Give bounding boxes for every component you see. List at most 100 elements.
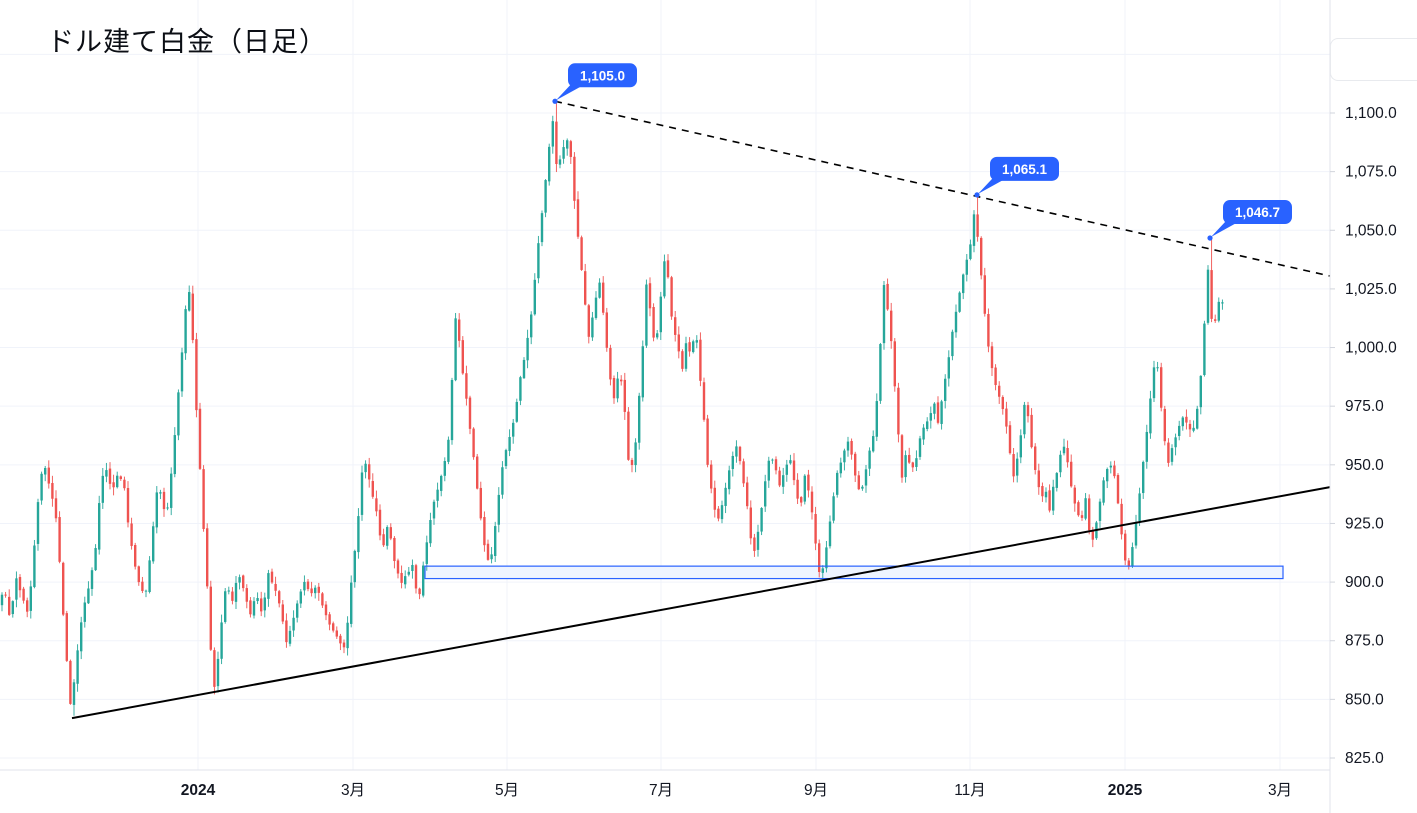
candle-body bbox=[850, 440, 853, 455]
candle-body bbox=[350, 582, 353, 624]
candle-body bbox=[677, 334, 680, 352]
candle-body bbox=[1026, 405, 1030, 417]
candle-body bbox=[713, 487, 716, 510]
candle-body bbox=[126, 488, 130, 523]
candle-body bbox=[299, 591, 302, 604]
candle-body bbox=[483, 517, 486, 546]
candle-body bbox=[40, 473, 43, 501]
candle-body bbox=[1149, 398, 1152, 434]
time-axis[interactable]: 2024 3月 5月 7月 9月 11月 2025 3月 bbox=[181, 782, 1292, 799]
candle-body bbox=[0, 594, 4, 606]
candle-body bbox=[648, 283, 652, 309]
trendline-ascending-support[interactable] bbox=[71, 486, 1331, 720]
candle-body bbox=[1037, 470, 1040, 488]
candle-body bbox=[897, 387, 900, 435]
x-axis-label: 11月 bbox=[954, 782, 986, 799]
candle-body bbox=[1178, 425, 1181, 436]
candle-body bbox=[1196, 408, 1199, 429]
candle-body bbox=[494, 526, 497, 557]
candle-body bbox=[1192, 427, 1195, 431]
candle-body bbox=[915, 458, 918, 467]
candle-body bbox=[195, 339, 198, 411]
candle-body bbox=[526, 337, 529, 361]
price-callout[interactable]: 1,065.1 bbox=[974, 156, 1059, 198]
callout-price-label: 1,046.7 bbox=[1235, 205, 1280, 220]
candle-body bbox=[785, 464, 788, 475]
candle-body bbox=[792, 460, 796, 481]
price-callout[interactable]: 1,105.0 bbox=[552, 63, 637, 104]
candle-body bbox=[612, 378, 616, 399]
candle-body bbox=[796, 479, 799, 499]
candle-body bbox=[728, 470, 731, 490]
candle-body bbox=[476, 456, 479, 489]
callout-box bbox=[1223, 200, 1292, 225]
candle-body bbox=[882, 285, 886, 344]
candle-body bbox=[80, 622, 83, 652]
price-callout[interactable]: 1,046.7 bbox=[1207, 200, 1292, 241]
y-axis-label: 925.0 bbox=[1345, 515, 1384, 532]
candle-body bbox=[1127, 560, 1130, 567]
y-axis-label: 1,100.0 bbox=[1345, 105, 1397, 122]
candle-body bbox=[270, 571, 274, 583]
candle-body bbox=[422, 565, 425, 596]
candle-body bbox=[170, 473, 173, 508]
candle-body bbox=[645, 284, 648, 346]
candle-body bbox=[695, 340, 698, 343]
candle-body bbox=[879, 344, 882, 401]
candle-body bbox=[760, 507, 763, 532]
candle-body bbox=[663, 261, 666, 297]
callout-box bbox=[990, 156, 1059, 181]
candle-body bbox=[1055, 473, 1058, 488]
candle-body bbox=[868, 450, 871, 469]
candle-body bbox=[134, 545, 137, 567]
candle-body bbox=[533, 279, 536, 315]
candle-body bbox=[1116, 475, 1120, 504]
candle-body bbox=[26, 600, 29, 612]
candle-body bbox=[252, 601, 256, 616]
candle-body bbox=[814, 514, 817, 544]
candle-body bbox=[274, 583, 277, 591]
candle-body bbox=[587, 305, 590, 337]
candle-body bbox=[562, 147, 565, 159]
candle-body bbox=[278, 591, 281, 604]
candle-body bbox=[598, 282, 601, 298]
candle-body bbox=[432, 501, 436, 519]
candle-body bbox=[965, 259, 968, 275]
candle-body bbox=[832, 496, 835, 521]
candle-body bbox=[306, 581, 310, 590]
candle-body bbox=[720, 505, 724, 520]
candle-body bbox=[1142, 461, 1145, 494]
candle-body bbox=[623, 379, 626, 412]
candle-body bbox=[980, 237, 983, 276]
candle-body bbox=[670, 277, 673, 317]
candle-body bbox=[155, 492, 158, 528]
support-zone-box[interactable] bbox=[424, 565, 1284, 580]
candle-body bbox=[332, 623, 335, 631]
candle-body bbox=[836, 472, 839, 495]
candle-body bbox=[717, 508, 720, 519]
candle-body bbox=[616, 378, 619, 399]
candle-body bbox=[1167, 442, 1170, 463]
trendline-descending-resistance[interactable] bbox=[554, 100, 1331, 277]
price-axis[interactable]: 1,100.0 1,075.0 1,050.0 1,025.0 1,000.0 975.0… bbox=[1330, 105, 1397, 767]
candle-body bbox=[998, 385, 1001, 397]
candle-body bbox=[1052, 486, 1055, 511]
candle-body bbox=[681, 351, 684, 369]
candle-body bbox=[1041, 486, 1044, 497]
candle-body bbox=[1152, 367, 1156, 399]
candle-body bbox=[144, 590, 148, 592]
candle-body bbox=[584, 271, 587, 305]
candle-body bbox=[436, 489, 439, 501]
candle-body bbox=[105, 470, 108, 477]
candle-body bbox=[576, 199, 580, 237]
candle-body bbox=[227, 590, 230, 592]
candle-body bbox=[944, 378, 947, 401]
candle-body bbox=[706, 418, 709, 465]
candle-body bbox=[774, 459, 778, 471]
candle-body bbox=[87, 588, 90, 604]
candle-body bbox=[875, 401, 878, 437]
candle-body bbox=[148, 560, 151, 592]
candle-body bbox=[292, 617, 295, 631]
candle-body bbox=[137, 566, 140, 583]
